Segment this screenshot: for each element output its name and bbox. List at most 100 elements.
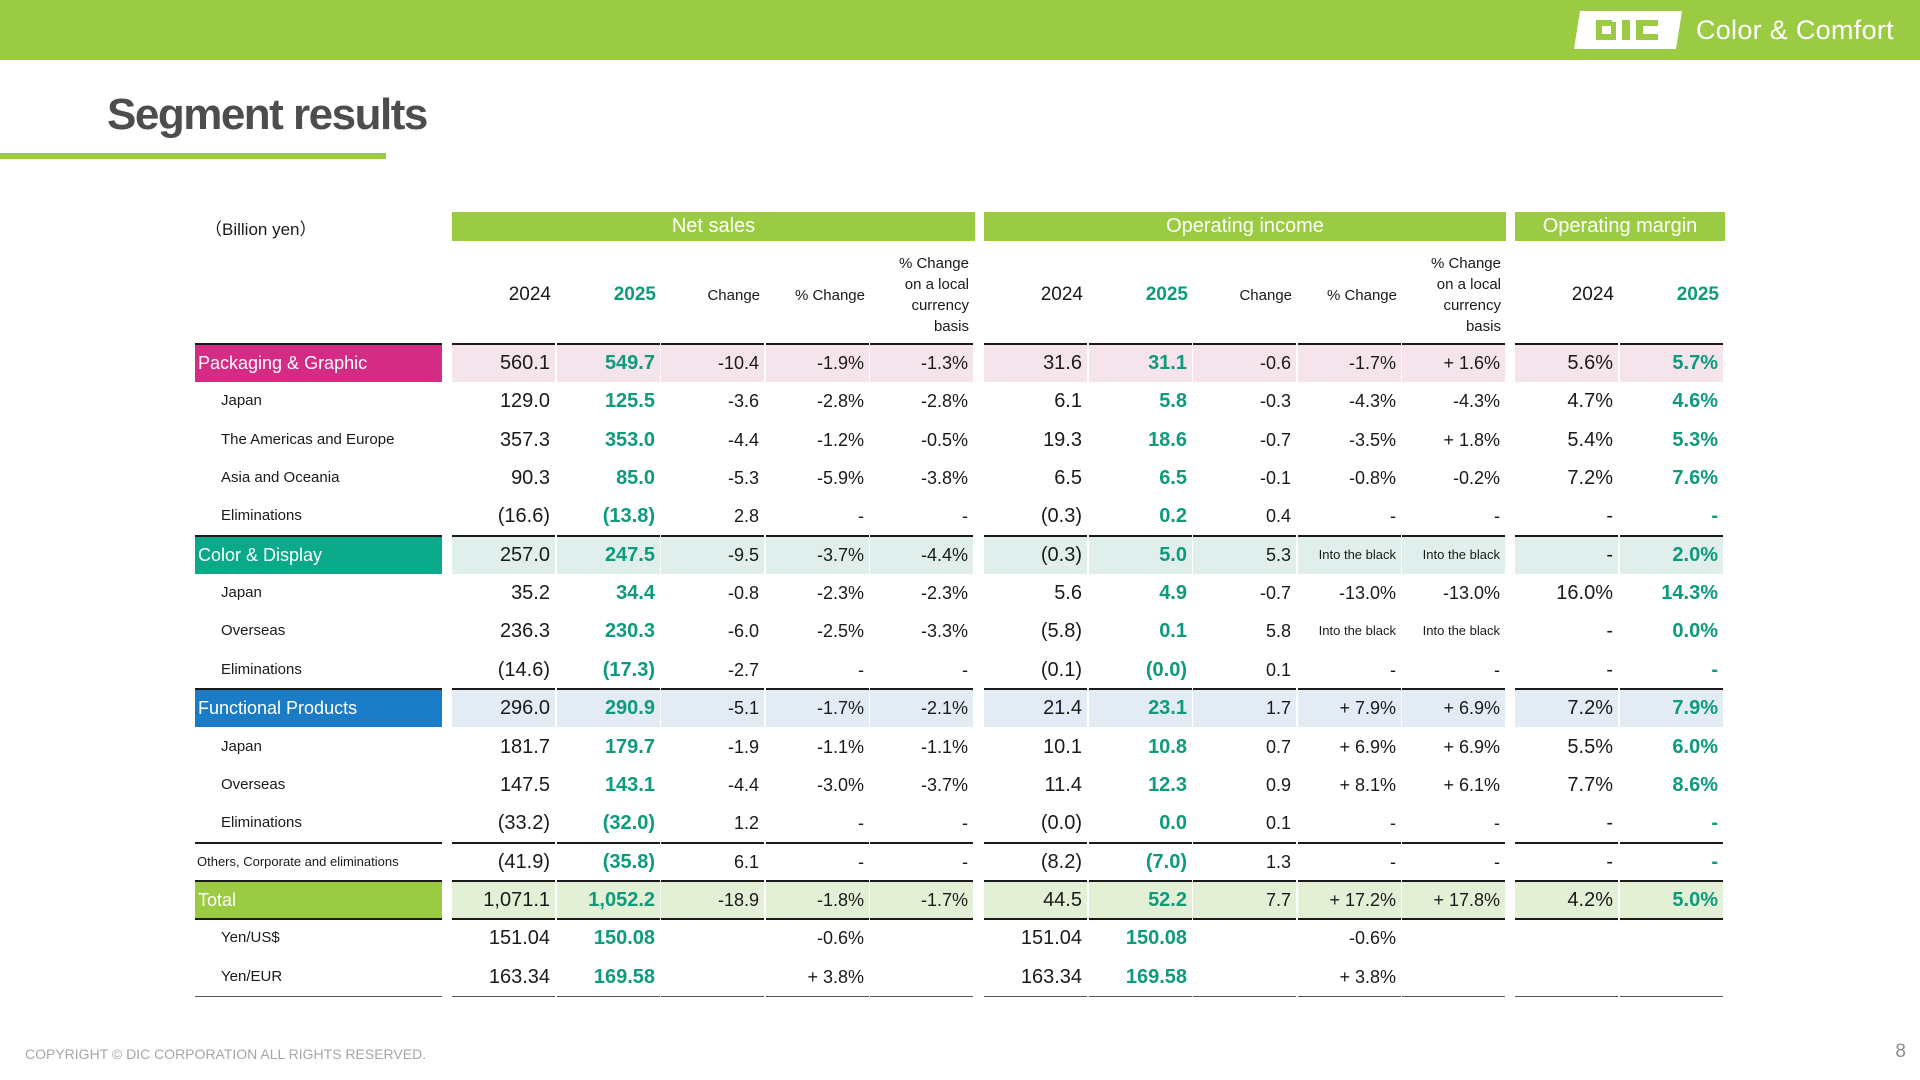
row-rule bbox=[557, 534, 660, 537]
cell-1: 125.5 bbox=[604, 390, 655, 413]
cell-0: 163.34 bbox=[488, 965, 550, 988]
cell-6: 10.8 bbox=[1148, 735, 1187, 758]
cell-11: 5.0% bbox=[1620, 880, 1723, 919]
row-rule bbox=[984, 534, 1087, 537]
row-rule bbox=[452, 343, 555, 345]
cell-1: 353.0 bbox=[604, 428, 655, 451]
cell-10: 5.6% bbox=[1515, 344, 1618, 382]
cell-10: 7.2% bbox=[1515, 689, 1618, 728]
column-header-7: Change bbox=[1239, 286, 1292, 304]
cell-5: 11.4 bbox=[1044, 773, 1082, 796]
row-label: Overseas bbox=[221, 622, 286, 640]
cell-2 bbox=[661, 958, 764, 996]
cell-7: 1.3 bbox=[1265, 851, 1291, 872]
cell-8: + 17.2% bbox=[1298, 880, 1401, 919]
row-rule bbox=[1620, 879, 1723, 882]
table-row: Eliminations (16.6) (13.8) 2.8 - - (0.3) 0.2 0.4… bbox=[0, 497, 1920, 535]
column-header-6: 2025 bbox=[1145, 284, 1188, 305]
cell-9: -13.0% bbox=[1442, 583, 1500, 604]
cell-10: - bbox=[1606, 620, 1613, 643]
cell-0: 257.0 bbox=[452, 535, 555, 574]
group-header-operating-income: Operating income bbox=[984, 212, 1506, 241]
row-label: Asia and Oceania bbox=[221, 469, 340, 487]
table-row: Japan 35.2 34.4 -0.8 -2.3% -2.3% 5.6 4.9 -0.7 -13… bbox=[0, 574, 1920, 612]
row-rule bbox=[195, 534, 442, 537]
cell-1: 169.58 bbox=[593, 965, 655, 988]
cell-11 bbox=[1620, 919, 1723, 957]
cell-2: -10.4 bbox=[661, 344, 764, 382]
row-rule bbox=[984, 688, 1087, 691]
cell-7: 0.1 bbox=[1265, 659, 1291, 680]
table-bottom-rule bbox=[1089, 995, 1192, 997]
cell-9: + 1.8% bbox=[1443, 429, 1500, 450]
cell-7: -0.3 bbox=[1259, 391, 1291, 412]
cell-11: - bbox=[1711, 658, 1718, 681]
row-label: Eliminations bbox=[221, 507, 302, 525]
cell-3: -0.6% bbox=[816, 928, 864, 949]
table-bottom-rule bbox=[870, 995, 973, 997]
segment-row-color-display: Color & Display 257.0 247.5 -9.5 -3.7% -4.4% (… bbox=[0, 535, 1920, 574]
page-title: Segment results bbox=[107, 90, 428, 139]
row-label: Others, Corporate and eliminations bbox=[197, 853, 399, 869]
row-rule bbox=[1298, 343, 1401, 345]
page-number: 8 bbox=[1895, 1041, 1906, 1062]
cell-5: 6.1 bbox=[1054, 390, 1082, 413]
cell-4: -3.8% bbox=[920, 468, 968, 489]
cell-10 bbox=[1515, 958, 1618, 996]
row-rule bbox=[452, 918, 555, 921]
cell-2: -2.7 bbox=[727, 659, 759, 680]
cell-5: 151.04 bbox=[1020, 927, 1082, 950]
cell-10: - bbox=[1606, 812, 1613, 835]
cell-4: -1.1% bbox=[920, 736, 968, 757]
cell-3: -1.9% bbox=[766, 344, 869, 382]
cell-6: 31.1 bbox=[1089, 344, 1192, 382]
column-header-10: 2024 bbox=[1571, 284, 1614, 305]
row-label: Japan bbox=[221, 392, 262, 410]
table-bottom-rule bbox=[661, 995, 764, 997]
cell-11: - bbox=[1711, 812, 1718, 835]
cell-11 bbox=[1620, 958, 1723, 996]
cell-0: 1,071.1 bbox=[452, 880, 555, 919]
table-bottom-rule bbox=[195, 995, 442, 997]
row-rule bbox=[1193, 841, 1296, 844]
cell-2: -1.9 bbox=[727, 736, 759, 757]
cell-4: -3.7% bbox=[920, 774, 968, 795]
row-label: Eliminations bbox=[221, 660, 302, 678]
table-bottom-rule bbox=[984, 995, 1087, 997]
cell-3: -1.1% bbox=[816, 736, 864, 757]
row-rule bbox=[870, 879, 973, 882]
cell-2 bbox=[661, 919, 764, 957]
cell-8: Into the black bbox=[1318, 623, 1396, 639]
row-rule bbox=[195, 841, 442, 844]
cell-8: + 8.1% bbox=[1339, 774, 1396, 795]
top-banner: Color & Comfort bbox=[0, 0, 1920, 60]
row-rule bbox=[1089, 343, 1192, 345]
cell-5: 5.6 bbox=[1054, 582, 1082, 605]
row-label: Color & Display bbox=[195, 535, 442, 574]
column-header-4: % Change on a local currency basis bbox=[898, 255, 969, 335]
row-label: Eliminations bbox=[221, 814, 302, 832]
row-rule bbox=[557, 841, 660, 844]
cell-1: 85.0 bbox=[616, 467, 655, 490]
cell-3: -2.8% bbox=[816, 391, 864, 412]
row-rule bbox=[452, 841, 555, 844]
cell-4: - bbox=[962, 506, 968, 527]
cell-0: (33.2) bbox=[497, 812, 550, 835]
cell-8: -0.8% bbox=[1348, 468, 1396, 489]
table-row: Japan 181.7 179.7 -1.9 -1.1% -1.1% 10.1 10.8 0.7… bbox=[0, 728, 1920, 766]
row-rule bbox=[1089, 534, 1192, 537]
cell-2: -0.8 bbox=[727, 583, 759, 604]
row-rule bbox=[1620, 918, 1723, 921]
row-rule bbox=[1298, 841, 1401, 844]
row-label: Japan bbox=[221, 737, 262, 755]
cell-6: 23.1 bbox=[1089, 689, 1192, 728]
cell-4: - bbox=[962, 813, 968, 834]
row-rule bbox=[766, 534, 869, 537]
table-bottom-rule bbox=[1402, 995, 1505, 997]
cell-2: -18.9 bbox=[661, 880, 764, 919]
cell-4: -2.1% bbox=[870, 689, 973, 728]
cell-7: -0.7 bbox=[1259, 583, 1291, 604]
cell-9: + 1.6% bbox=[1402, 344, 1505, 382]
cell-10: - bbox=[1606, 850, 1613, 873]
row-rule bbox=[1515, 841, 1618, 844]
